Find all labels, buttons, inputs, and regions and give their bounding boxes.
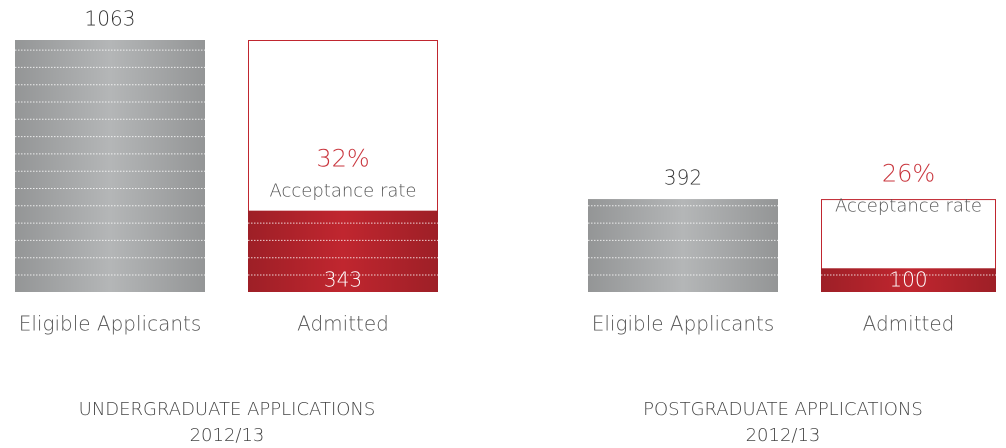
chart-subtitle: 2012/13	[190, 425, 265, 446]
rate-value: 32%	[316, 144, 369, 172]
chart-title: POSTGRADUATE APPLICATIONS	[643, 399, 923, 420]
bar-shade	[248, 210, 438, 292]
value-label: 392	[664, 166, 702, 190]
value-label: 343	[324, 268, 362, 292]
bar-shade	[821, 268, 996, 292]
category-label: Eligible Applicants	[592, 312, 775, 336]
chart-subtitle: 2012/13	[746, 425, 821, 446]
chart: 1063 343 32% Acceptance rate Eligible Applic…	[15, 7, 438, 446]
chart: 392 100 26% Acceptance rate Eligible Applica…	[588, 159, 996, 446]
category-label: Admitted	[297, 312, 389, 336]
rate-text: Acceptance rate	[269, 180, 416, 201]
bar-shade	[588, 199, 778, 292]
value-label: 100	[889, 268, 927, 292]
category-label: Admitted	[863, 312, 955, 336]
value-label: 1063	[85, 7, 136, 31]
rate-text: Acceptance rate	[835, 195, 982, 216]
bar-shade	[15, 40, 205, 292]
chart-title: UNDERGRADUATE APPLICATIONS	[79, 399, 376, 420]
category-label: Eligible Applicants	[19, 312, 202, 336]
rate-value: 26%	[882, 159, 935, 187]
